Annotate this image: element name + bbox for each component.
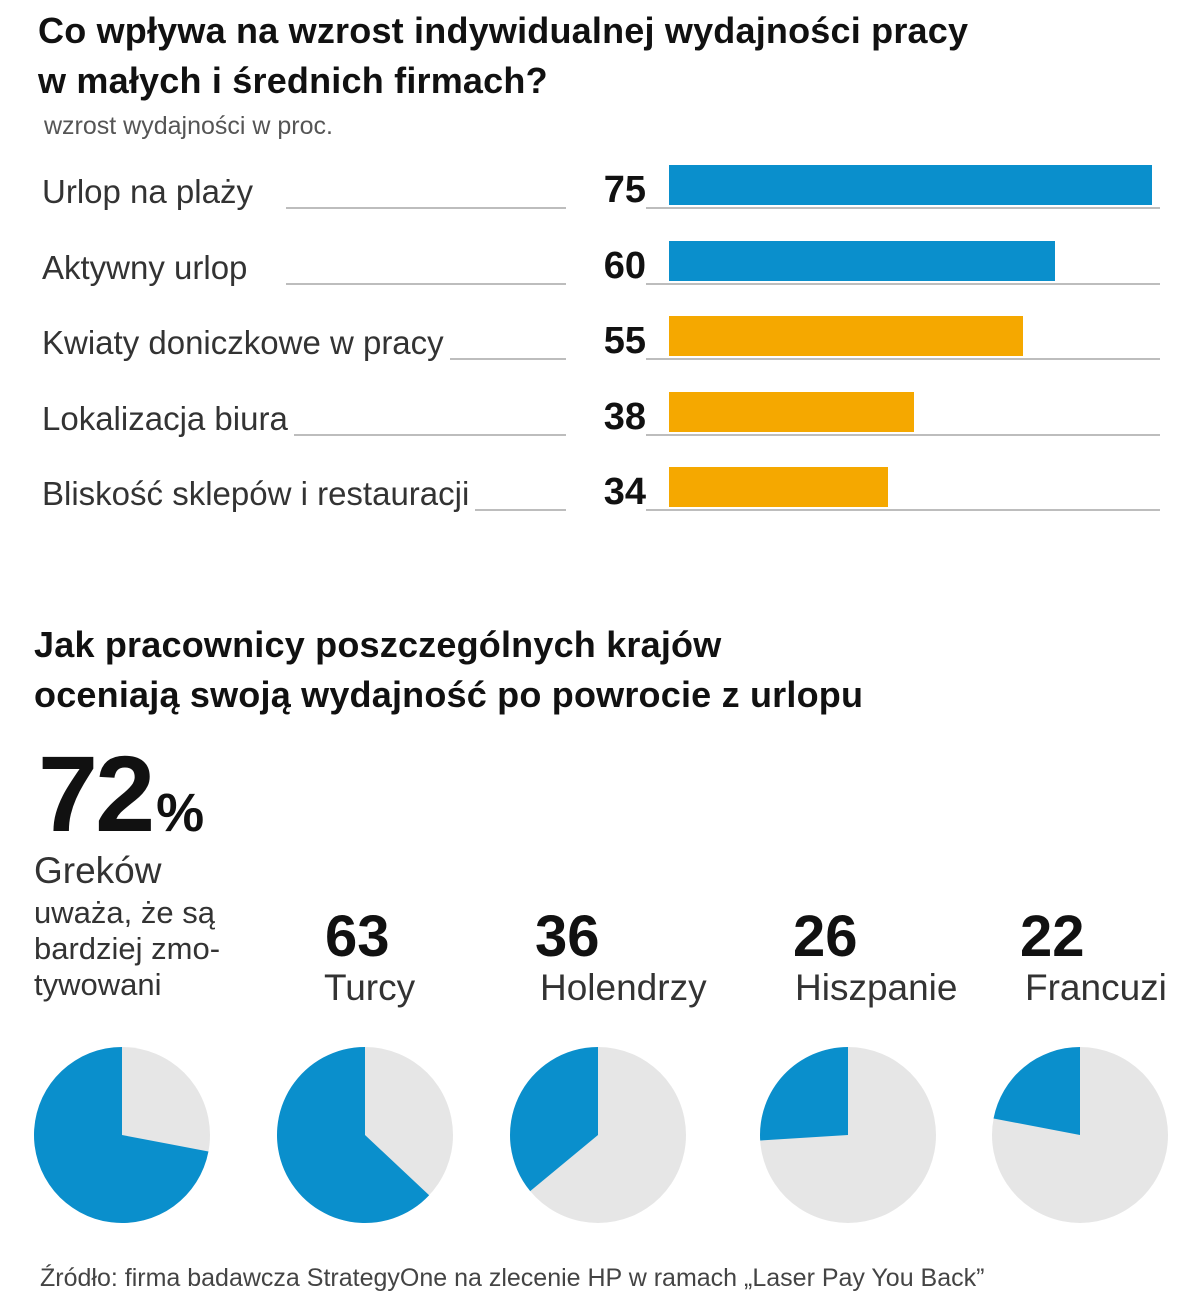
bar: [669, 240, 1056, 281]
highlight-description-line1: uważa, że są: [34, 895, 215, 930]
pie-value-slice: [33, 1047, 209, 1223]
highlight-unit: %: [156, 783, 205, 843]
pie-value-slice: [993, 1047, 1080, 1135]
pie-value-slice: [759, 1047, 848, 1141]
value-hiszpanie: 26: [793, 904, 858, 969]
bar-category-label: Lokalizacja biura: [42, 399, 294, 438]
pie-turcy: [277, 1047, 453, 1223]
highlight-description-line3: tywowani: [34, 967, 162, 1002]
highlight-description-line2: bardziej zmo-: [34, 931, 221, 966]
source-note: Źródło: firma badawcza StrategyOne na zl…: [40, 1264, 985, 1292]
pie-charts: [33, 1047, 1168, 1223]
bar-chart: Urlop na plaży 75 Aktywny urlop 60 Kwiaty do…: [0, 0, 1200, 560]
value-francuzi: 22: [1020, 904, 1085, 969]
bar-chart-title-line2: w małych i średnich firmach?: [38, 60, 548, 101]
bar-category-label: Aktywny urlop: [42, 248, 254, 287]
bar: [669, 391, 914, 432]
bar: [669, 316, 1024, 356]
bar-leader-line: [286, 433, 1160, 436]
highlight-label: Greków: [34, 850, 162, 891]
bar: [669, 467, 888, 507]
bar-chart-title-line1: Co wpływa na wzrost indywidualnej wydajn…: [38, 10, 969, 51]
highlight-description: uważa, że są bardziej zmo- tywowani: [34, 895, 274, 1003]
pie-value-slice: [277, 1047, 430, 1223]
pie-holendrzy: [509, 1047, 686, 1223]
pie-value-slice: [509, 1047, 598, 1192]
pie-greków: [33, 1047, 210, 1223]
value-turcy: 63: [325, 904, 390, 969]
label-francuzi: Francuzi: [1025, 967, 1167, 1008]
bar-category-label: Bliskość sklepów i restauracji: [42, 475, 476, 513]
value-holendrzy: 36: [535, 904, 600, 969]
bar-chart-subtitle: wzrost wydajności w proc.: [44, 112, 333, 140]
label-hiszpanie: Hiszpanie: [795, 967, 958, 1008]
bar-chart-title: Co wpływa na wzrost indywidualnej wydajn…: [38, 6, 968, 106]
pie-francuzi: [992, 1047, 1168, 1223]
bar-leader-line: [286, 282, 1160, 285]
bar-category-label: Urlop na plaży: [42, 173, 259, 211]
pie-chart-title-line2: oceniają swoją wydajność po powrocie z u…: [34, 674, 864, 715]
label-holendrzy: Holendrzy: [540, 967, 707, 1008]
bar-value-label: 60: [566, 244, 646, 288]
pie-hiszpanie: [759, 1047, 936, 1223]
bar-leader-line: [286, 358, 1160, 360]
pie-chart-title-line1: Jak pracownicy poszczególnych krajów: [34, 624, 722, 665]
bar: [669, 165, 1152, 205]
bar-value-label: 75: [566, 169, 646, 212]
label-turcy: Turcy: [324, 967, 416, 1008]
highlight-number: 72: [38, 733, 155, 854]
bar-category-label: Kwiaty doniczkowe w pracy: [42, 324, 450, 362]
bar-leader-line: [286, 509, 1160, 511]
bar-value-label: 55: [566, 320, 646, 363]
highlight-value: 72%: [38, 740, 204, 867]
bar-value-label: 34: [566, 471, 646, 514]
bar-leader-line: [286, 207, 1160, 209]
pie-chart-title: Jak pracownicy poszczególnych krajów oce…: [34, 620, 863, 720]
bar-value-label: 38: [566, 395, 646, 439]
